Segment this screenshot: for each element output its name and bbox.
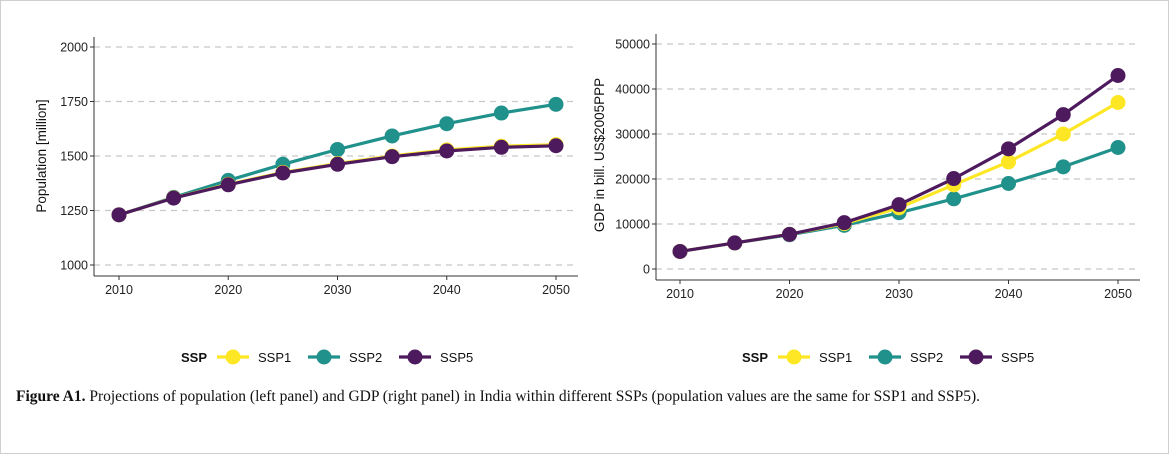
legend-key-point-ssp1 bbox=[786, 349, 802, 365]
legend-label-ssp2: SSP2 bbox=[910, 350, 943, 365]
legend-key-point-ssp5 bbox=[407, 349, 423, 365]
gdp-point-ssp5 bbox=[836, 215, 852, 231]
caption-label: Figure A1. bbox=[16, 388, 86, 405]
gdp-x-tick-label: 2030 bbox=[885, 287, 913, 301]
gdp-series-line-ssp5 bbox=[679, 74, 1119, 253]
legend-label-ssp5: SSP5 bbox=[440, 350, 473, 365]
legend-key-point-ssp5 bbox=[968, 349, 984, 365]
gdp-y-tick-label: 10000 bbox=[615, 218, 650, 232]
pop-point-ssp2 bbox=[384, 128, 400, 144]
gdp-point-ssp5 bbox=[1055, 107, 1071, 123]
gdp-x-tick-label: 2050 bbox=[1104, 287, 1132, 301]
pop-point-ssp2 bbox=[493, 105, 509, 121]
gdp-series-line-ssp1 bbox=[679, 101, 1119, 253]
legend-key-point-ssp2 bbox=[877, 349, 893, 365]
pop-x-tick-label: 2010 bbox=[105, 283, 133, 297]
gdp-point-ssp5 bbox=[946, 171, 962, 187]
pop-y-tick-label: 1250 bbox=[60, 204, 88, 218]
pop-point-ssp5 bbox=[166, 190, 182, 206]
pop-x-tick-label: 2020 bbox=[214, 283, 242, 297]
gdp-y-tick-label: 0 bbox=[643, 263, 650, 277]
gdp-point-ssp5 bbox=[891, 197, 907, 213]
gdp-point-ssp1 bbox=[1055, 126, 1071, 142]
legend-key-point-ssp2 bbox=[316, 349, 332, 365]
gdp-x-tick-label: 2040 bbox=[995, 287, 1023, 301]
gdp-point-ssp1 bbox=[1001, 154, 1016, 170]
pop-point-ssp5 bbox=[111, 207, 127, 223]
figure-canvas: 1000 1250 1500 1750 2000 2010 2020 2030 2040 2050… bbox=[34, 34, 1140, 365]
pop-x-tick-label: 2040 bbox=[433, 283, 461, 297]
legend-title: SSP bbox=[742, 350, 768, 365]
pop-point-ssp5 bbox=[330, 156, 345, 172]
pop-point-ssp5 bbox=[439, 143, 455, 159]
gdp-point-ssp5 bbox=[672, 243, 688, 259]
legend-label-ssp5: SSP5 bbox=[1001, 350, 1034, 365]
pop-y-axis-label: Population [million] bbox=[34, 99, 49, 212]
legend-label-ssp2: SSP2 bbox=[349, 350, 382, 365]
legend-title: SSP bbox=[181, 350, 207, 365]
gdp-y-axis-label: GDP in bill. US$2005PPP bbox=[592, 78, 607, 232]
pop-y-tick-label: 1750 bbox=[60, 95, 88, 109]
gdp-x-tick-label: 2010 bbox=[666, 287, 694, 301]
gdp-point-ssp2 bbox=[1001, 176, 1016, 191]
gdp-point-ssp2 bbox=[946, 191, 962, 207]
population-panel: 1000 1250 1500 1750 2000 2010 2020 2030 2040 2050… bbox=[34, 37, 578, 297]
gdp-point-ssp2 bbox=[1110, 140, 1126, 155]
caption-text: Projections of population (left panel) a… bbox=[85, 388, 981, 405]
pop-x-tick-label: 2030 bbox=[324, 283, 352, 297]
gdp-y-tick-label: 20000 bbox=[615, 173, 650, 187]
pop-point-ssp2 bbox=[330, 141, 345, 157]
gdp-y-tick-label: 40000 bbox=[615, 83, 650, 97]
pop-point-ssp5 bbox=[275, 165, 291, 181]
gdp-point-ssp5 bbox=[1110, 68, 1126, 83]
gdp-y-tick-label: 50000 bbox=[615, 38, 650, 52]
gdp-x-tick-label: 2020 bbox=[776, 287, 804, 301]
figure-caption: Figure A1. Projections of population (le… bbox=[16, 386, 1146, 407]
pop-point-ssp5 bbox=[493, 139, 509, 155]
gdp-point-ssp2 bbox=[1055, 159, 1071, 175]
gdp-point-ssp1 bbox=[1110, 95, 1126, 110]
legend-label-ssp1: SSP1 bbox=[819, 350, 852, 365]
pop-x-tick-label: 2050 bbox=[542, 283, 570, 297]
legend-label-ssp1: SSP1 bbox=[258, 350, 291, 365]
pop-point-ssp5 bbox=[548, 138, 564, 154]
legend-right: SSP SSP1 SSP2 SSP5 bbox=[742, 349, 1034, 365]
gdp-y-tick-label: 30000 bbox=[615, 128, 650, 142]
gdp-point-ssp5 bbox=[727, 235, 743, 251]
gdp-point-ssp5 bbox=[1001, 141, 1016, 157]
pop-point-ssp2 bbox=[548, 96, 564, 112]
gdp-point-ssp5 bbox=[782, 226, 797, 242]
pop-y-tick-label: 1500 bbox=[60, 150, 88, 164]
pop-point-ssp5 bbox=[220, 177, 236, 193]
legend-left: SSP SSP1 SSP2 SSP5 bbox=[181, 349, 473, 365]
gdp-panel: 0 10000 20000 30000 40000 50000 2010 2020 2030 20… bbox=[592, 34, 1140, 301]
pop-point-ssp2 bbox=[439, 116, 455, 132]
pop-point-ssp5 bbox=[384, 149, 400, 165]
pop-y-tick-label: 1000 bbox=[60, 259, 88, 273]
pop-y-tick-label: 2000 bbox=[60, 41, 88, 55]
legend-key-point-ssp1 bbox=[225, 349, 241, 365]
